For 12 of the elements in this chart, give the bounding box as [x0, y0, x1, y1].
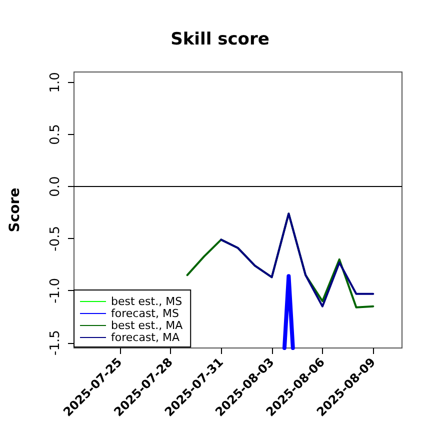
legend-label: best est., MS — [111, 295, 182, 308]
y-tick-label: -1.5 — [48, 330, 63, 356]
y-tick-label: -0.5 — [48, 226, 63, 252]
y-axis-title: Score — [7, 188, 23, 232]
y-tick-label: 0.5 — [48, 124, 63, 145]
y-tick-label: 1.0 — [48, 72, 63, 93]
y-tick-label: -1.0 — [48, 278, 63, 304]
y-tick-label: 0.0 — [48, 176, 63, 197]
legend-label: best est., MA — [111, 319, 184, 332]
chart-title: Skill score — [170, 30, 270, 50]
legend-label: forecast, MS — [111, 307, 179, 320]
legend-label: forecast, MA — [111, 331, 180, 344]
